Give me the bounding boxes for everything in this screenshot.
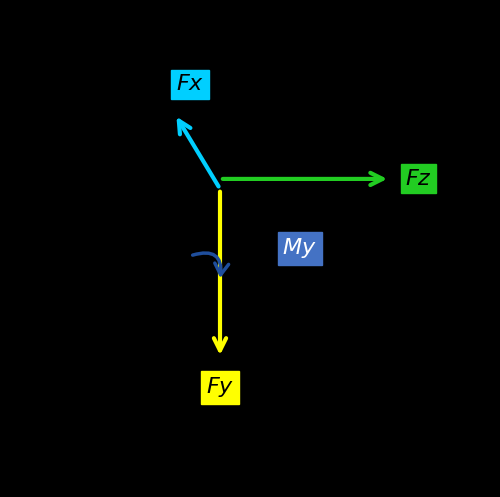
Text: $\mathit{Fx}$: $\mathit{Fx}$ bbox=[176, 75, 204, 94]
Text: $\mathit{My}$: $\mathit{My}$ bbox=[282, 237, 317, 260]
Text: $\mathit{Fz}$: $\mathit{Fz}$ bbox=[405, 169, 432, 189]
Text: $\mathit{Fy}$: $\mathit{Fy}$ bbox=[206, 375, 234, 399]
FancyArrowPatch shape bbox=[192, 253, 228, 275]
